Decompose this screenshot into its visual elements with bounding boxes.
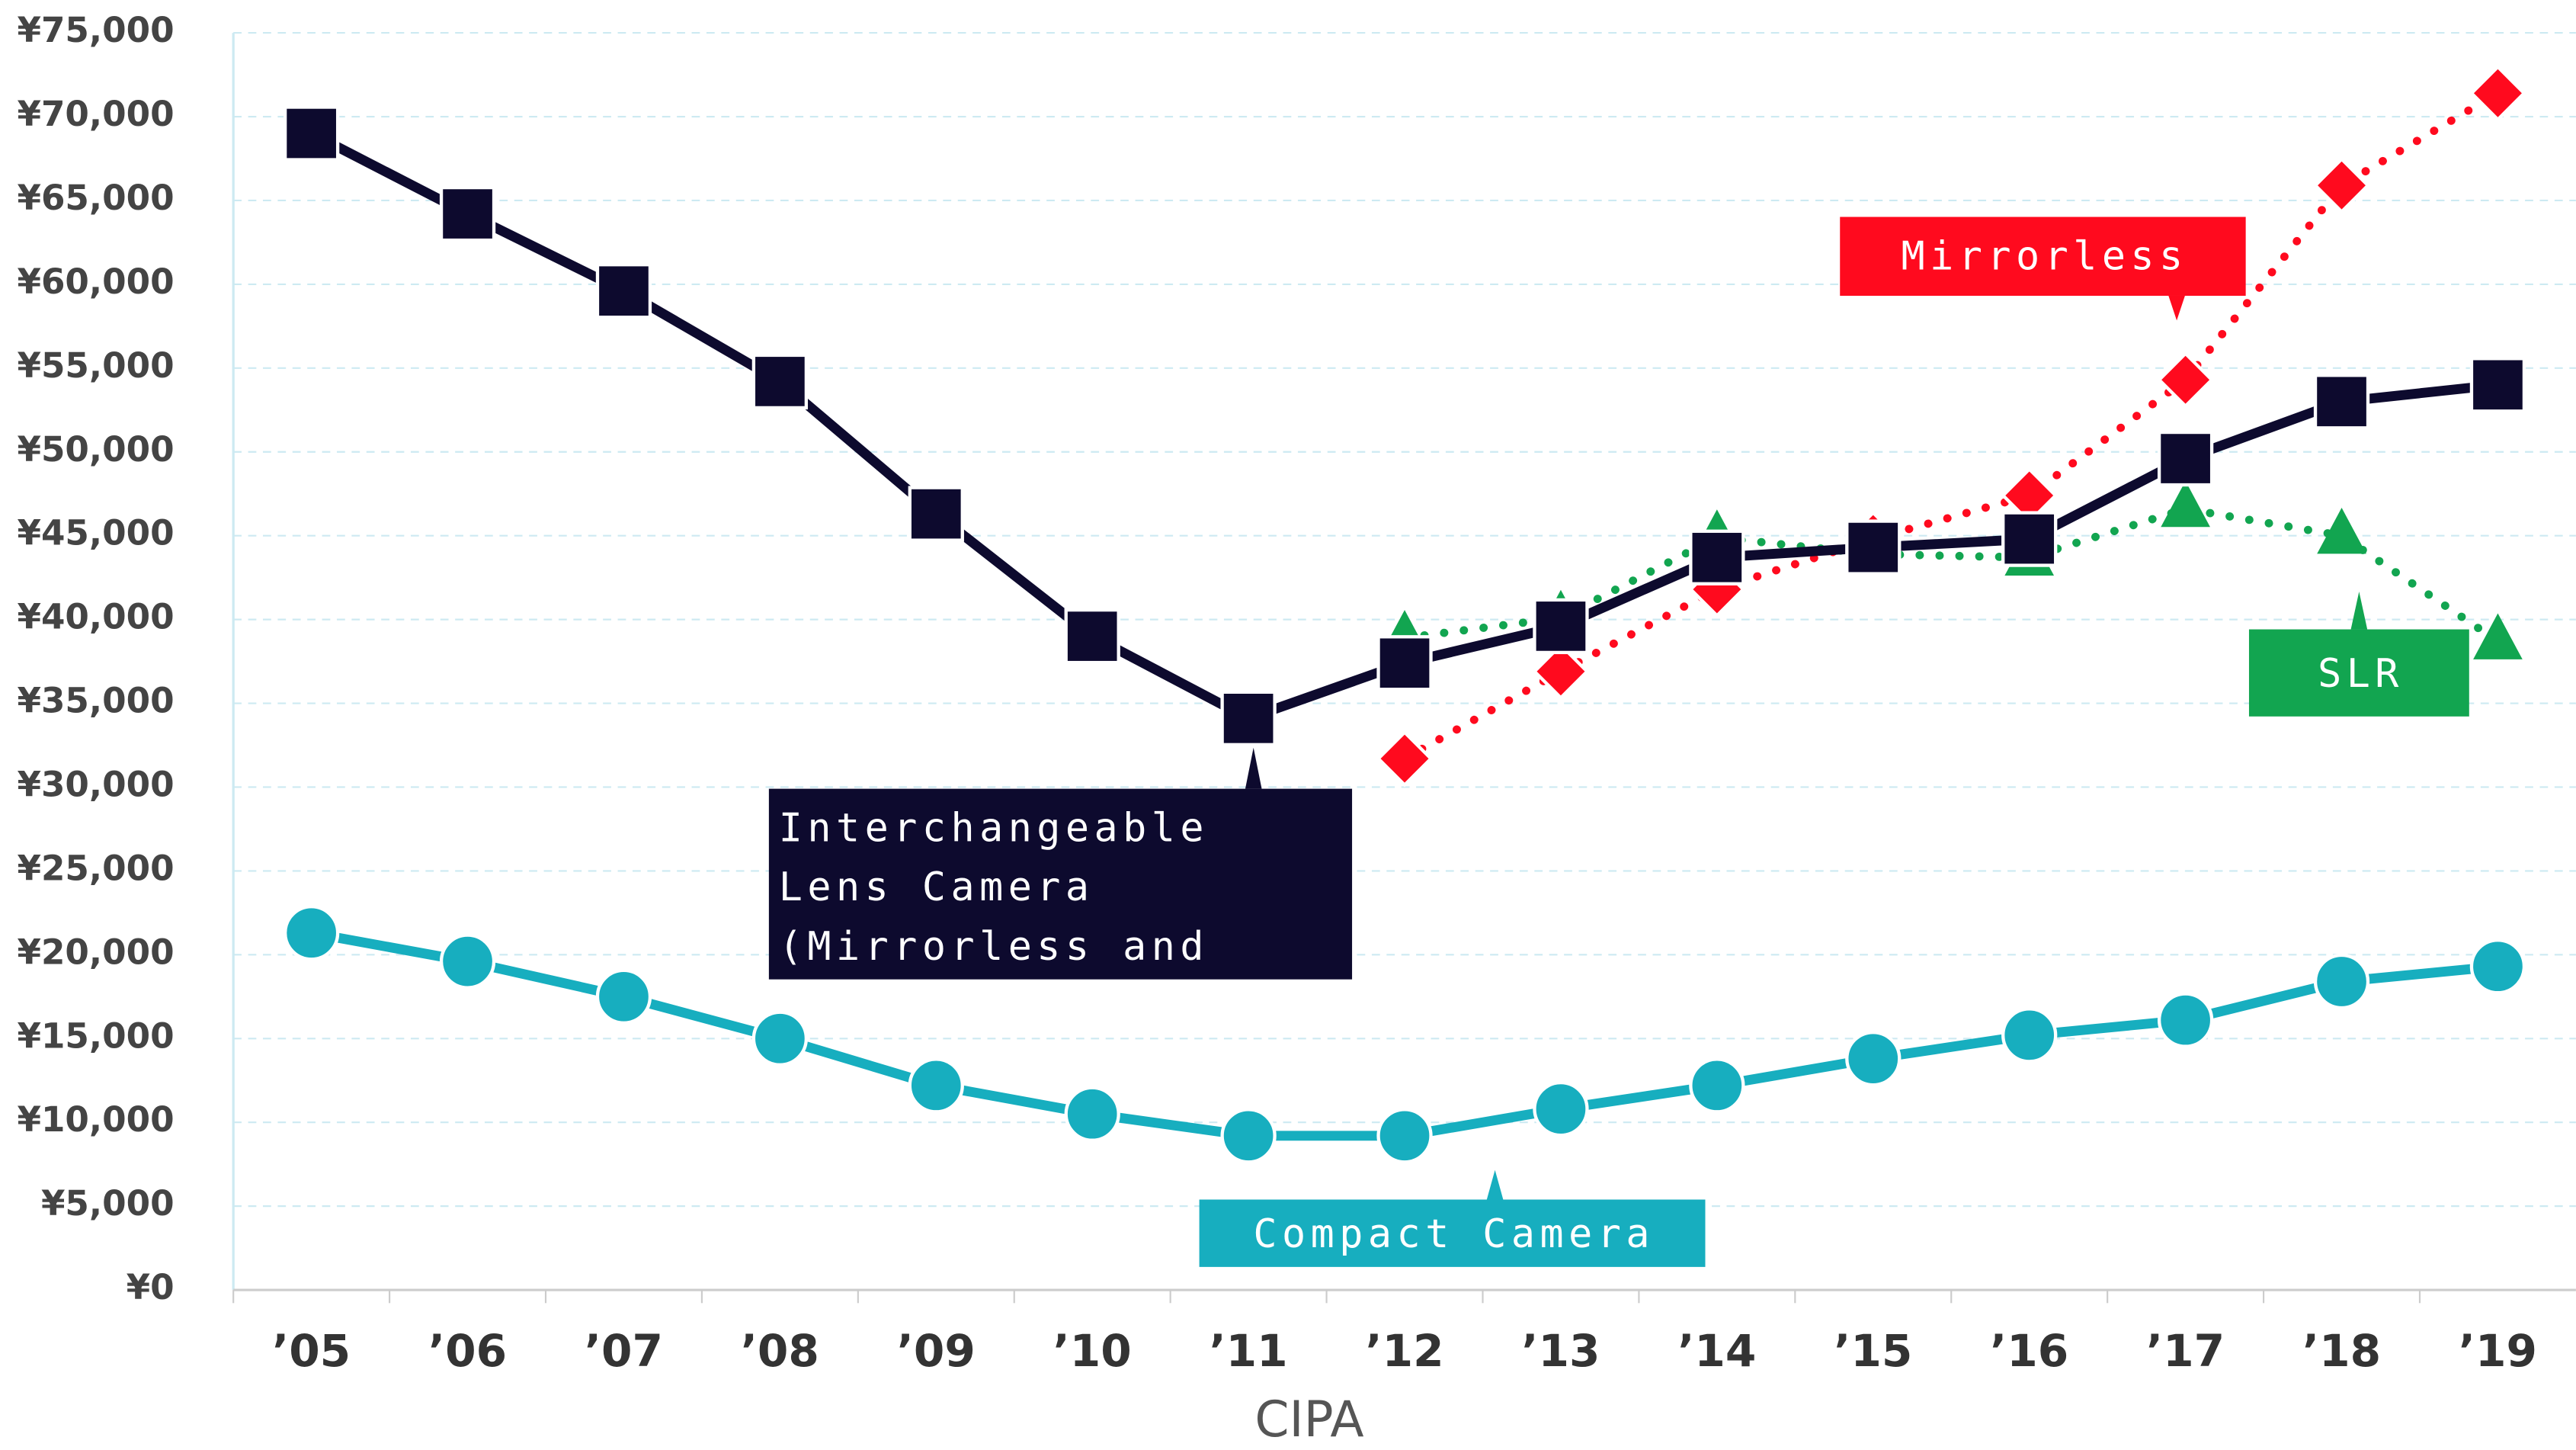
x-tick-label: ’16 (1990, 1325, 2068, 1377)
x-tick-label: ’13 (1521, 1325, 1600, 1377)
callout-box (1199, 1199, 1706, 1267)
callout-text: Mirrorless (1901, 233, 2188, 280)
marker (2313, 953, 2370, 1010)
x-tick-label: ’05 (272, 1325, 351, 1377)
marker (2161, 480, 2210, 528)
marker (1533, 1080, 1589, 1137)
x-tick-label: ’08 (741, 1325, 819, 1377)
callout-box (2248, 629, 2469, 717)
y-tick-label: ¥50,000 (17, 429, 174, 470)
marker (1845, 1031, 1902, 1087)
marker (1689, 529, 1745, 585)
marker (2312, 156, 2371, 214)
y-tick-label: ¥55,000 (17, 345, 174, 386)
y-tick-label: ¥15,000 (17, 1015, 174, 1056)
marker (2317, 508, 2366, 554)
x-tick-label: ’09 (897, 1325, 976, 1377)
marker (2157, 430, 2214, 487)
marker (908, 486, 964, 542)
marker (1220, 690, 1277, 746)
marker (908, 1057, 964, 1114)
x-tick-label: ’18 (2302, 1325, 2381, 1377)
marker (283, 105, 340, 162)
source: CIPA (1254, 1391, 1363, 1448)
x-tick-label: ’11 (1210, 1325, 1288, 1377)
callout-text: SLR (2318, 650, 2404, 696)
marker (751, 353, 809, 410)
marker (595, 263, 652, 319)
y-tick-label: ¥60,000 (17, 261, 174, 302)
callout: SLR (2318, 650, 2404, 696)
marker (1220, 1108, 1277, 1164)
x-tick-label: ’15 (1834, 1325, 1912, 1377)
x-tick-label: ’07 (585, 1325, 663, 1377)
marker (1532, 643, 1590, 701)
marker (2157, 351, 2215, 409)
callout-text: Compact Camera (1253, 1210, 1655, 1256)
marker (439, 933, 496, 990)
y-tick-label: ¥5,000 (41, 1183, 175, 1224)
marker (439, 185, 496, 242)
callout-text: Interchangeable Lens Camera (Mirrorless … (778, 805, 1209, 989)
x-tick-label: ’17 (2146, 1325, 2225, 1377)
callout-box (768, 788, 1353, 980)
callout-pointer (2350, 591, 2368, 630)
y-tick-label: ¥45,000 (17, 513, 174, 553)
y-tick-label: ¥10,000 (17, 1099, 174, 1140)
marker (2157, 992, 2214, 1048)
marker (1376, 730, 1434, 788)
marker (1689, 1057, 1745, 1114)
marker (2001, 1007, 2058, 1063)
marker (2469, 357, 2526, 413)
marker (2469, 938, 2526, 995)
callout: Compact Camera (1253, 1210, 1655, 1256)
marker (1376, 1108, 1433, 1164)
y-tick-label: ¥35,000 (17, 681, 174, 721)
marker (2313, 374, 2370, 430)
marker (595, 968, 652, 1025)
x-tick-label: ’12 (1365, 1325, 1443, 1377)
y-tick-label: ¥70,000 (17, 94, 174, 134)
y-tick-label: ¥20,000 (17, 932, 174, 972)
callout-box (1840, 217, 2246, 296)
y-tick-label: ¥30,000 (17, 764, 174, 804)
callout-pointer (2168, 295, 2185, 321)
y-tick-label: ¥75,000 (17, 10, 174, 50)
marker (1376, 635, 1433, 691)
marker (2001, 511, 2058, 567)
callout: Interchangeable Lens Camera (Mirrorless … (778, 805, 1209, 989)
callout-pointer (1245, 747, 1262, 789)
marker (1845, 519, 1902, 576)
y-tick-label: ¥40,000 (17, 597, 174, 637)
y-tick-label: ¥25,000 (17, 848, 174, 888)
callout-pointer (1486, 1169, 1504, 1200)
y-tick-label: ¥0 (127, 1267, 175, 1307)
marker (2473, 613, 2523, 659)
marker (1533, 598, 1589, 655)
marker (283, 905, 340, 961)
marker (1064, 1086, 1120, 1142)
x-tick-label: ’14 (1677, 1325, 1756, 1377)
x-tick-label: ’10 (1053, 1325, 1132, 1377)
marker (751, 1010, 809, 1067)
x-tick-label: ’06 (428, 1325, 507, 1377)
callout: Mirrorless (1901, 233, 2188, 280)
marker (1064, 608, 1120, 665)
series-line (1400, 88, 2502, 763)
marker (2469, 64, 2526, 122)
y-tick-label: ¥65,000 (17, 178, 174, 218)
x-tick-label: ’19 (2459, 1325, 2537, 1377)
